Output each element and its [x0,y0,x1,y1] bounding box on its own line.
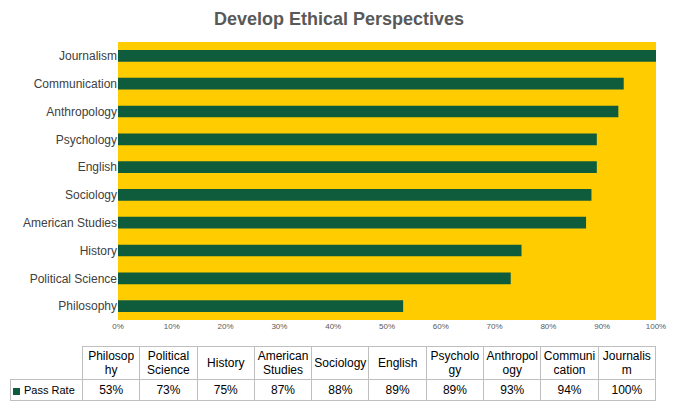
svg-text:History: History [80,244,117,258]
html-text:89%: 89% [385,383,410,397]
html-text:History: History [207,356,245,370]
svg-text:100%: 100% [646,322,666,331]
svg-text:Journalism: Journalism [59,49,117,63]
html-text:Pass Rate: Pass Rate [24,384,75,396]
html-text:Political Science: Political Science [147,349,190,377]
svg-text:30%: 30% [271,322,287,331]
svg-text:70%: 70% [487,322,503,331]
html-text:100%: 100% [611,383,643,397]
html-text:American Studies: American Studies [257,349,309,377]
svg-text:Anthropology: Anthropology [46,105,117,119]
html-text:73%: 73% [156,383,181,397]
svg-text:Psychology: Psychology [56,133,117,147]
html-text:75%: 75% [213,383,238,397]
svg-text:60%: 60% [433,322,449,331]
html-text:Journalism: Journalism [602,349,651,377]
svg-text:10%: 10% [164,322,180,331]
html-text:Philosophy: Philosophy [88,349,135,377]
html-text:89%: 89% [442,383,467,397]
svg-text:American Studies: American Studies [23,216,117,230]
html-text:English: English [378,356,418,370]
svg-text:Political Science: Political Science [30,272,118,286]
svg-text:Develop Ethical Perspectives: Develop Ethical Perspectives [214,9,464,29]
html-text:Communication: Communication [543,349,596,377]
html-text:Anthropology: Anthropology [486,349,538,377]
svg-text:80%: 80% [540,322,556,331]
html-text:Psychology: Psychology [430,349,480,377]
html-text:94%: 94% [557,383,582,397]
html-text:88%: 88% [328,383,353,397]
html-text:87%: 87% [271,383,295,397]
svg-text:Sociology: Sociology [65,188,117,202]
svg-text:20%: 20% [218,322,234,331]
svg-text:40%: 40% [325,322,341,331]
svg-text:0%: 0% [112,322,124,331]
svg-text:English: English [78,160,117,174]
svg-text:Philosophy: Philosophy [58,299,117,313]
html-text:53%: 53% [99,383,124,397]
svg-text:50%: 50% [379,322,395,331]
html-text:Sociology: Sociology [314,356,367,370]
svg-text:90%: 90% [594,322,610,331]
html-text:93%: 93% [500,383,525,397]
svg-text:Communication: Communication [34,77,117,91]
